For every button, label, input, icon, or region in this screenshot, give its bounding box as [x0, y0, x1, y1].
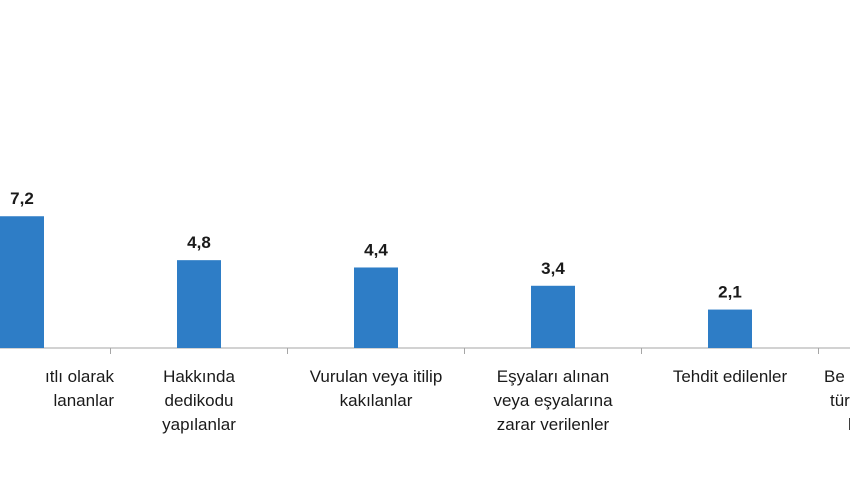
category-label-0: ıtlı olarak lananlar: [45, 367, 114, 410]
bar-2: [354, 267, 398, 348]
data-label-2: 4,4: [364, 240, 388, 259]
bar-3: [531, 285, 575, 348]
data-label-3: 3,4: [541, 259, 565, 278]
category-label-3: Eşyaları alınan veya eşyalarına zarar veri…: [493, 367, 613, 434]
category-label-1: Hakkında dedikodu yapılanlar: [162, 367, 236, 434]
data-label-4: 2,1: [718, 283, 742, 302]
bar-0: [0, 216, 44, 348]
category-label-2: Vurulan veya itilip kakılanlar: [310, 367, 443, 410]
bar-4: [708, 309, 752, 348]
category-label-4: Tehdit edilenler: [673, 367, 788, 386]
data-label-1: 4,8: [187, 233, 211, 252]
category-label-5: Be tür l: [824, 367, 850, 434]
data-label-0: 7,2: [10, 189, 34, 208]
bar-1: [177, 260, 221, 348]
